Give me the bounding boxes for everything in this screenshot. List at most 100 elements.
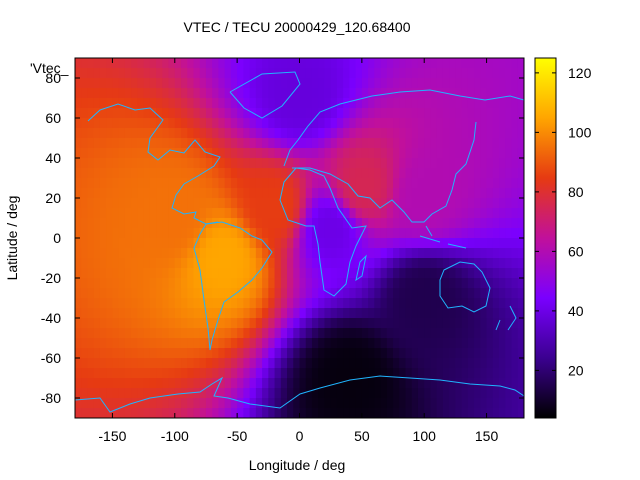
heatmap-cell [162,198,170,209]
heatmap-cell [486,108,494,119]
heatmap-cell [249,78,257,89]
heatmap-cell [343,158,350,169]
heatmap-cell [237,258,244,269]
heatmap-cell [499,108,506,119]
heatmap-cell [106,128,114,139]
heatmap-cell [424,268,432,279]
heatmap-cell [181,108,188,119]
heatmap-cell [181,368,188,379]
heatmap-cell [368,318,375,329]
heatmap-cell [299,148,307,159]
heatmap-cell [87,58,95,69]
heatmap-cell [430,228,438,239]
heatmap-cell [517,128,524,139]
heatmap-cell [492,408,500,418]
heatmap-cell [293,408,301,418]
heatmap-cell [380,178,388,189]
heatmap-cell [393,318,400,329]
heatmap-cell [112,308,120,319]
heatmap-cell [349,318,357,329]
heatmap-cell [124,338,132,349]
heatmap-cell [399,158,407,169]
heatmap-cell [205,208,213,219]
heatmap-cell [224,348,232,359]
heatmap-cell [124,58,132,69]
heatmap-cell [517,338,524,349]
heatmap-cell [311,138,319,149]
heatmap-cell [124,358,132,369]
heatmap-cell [349,268,357,279]
heatmap-cell [480,408,488,418]
heatmap-cell [274,368,282,379]
heatmap-cell [81,388,89,399]
heatmap-cell [436,378,444,389]
heatmap-cell [368,338,375,349]
heatmap-cell [93,338,101,349]
heatmap-cell [386,358,394,369]
heatmap-cell [393,248,400,259]
heatmap-cell [467,348,475,359]
heatmap-cell [268,128,276,139]
heatmap-cell [118,378,126,389]
heatmap-cell [162,108,170,119]
heatmap-cell [81,248,89,259]
heatmap-cell [480,188,488,199]
heatmap-cell [137,108,145,119]
heatmap-cell [430,378,438,389]
heatmap-cell [274,98,282,109]
heatmap-cell [505,68,513,79]
heatmap-cell [124,328,132,339]
heatmap-cell [430,218,438,229]
heatmap-cell [442,108,450,119]
heatmap-cell [268,398,276,409]
heatmap-cell [81,218,89,229]
heatmap-cell [181,68,188,79]
heatmap-cell [212,168,220,179]
heatmap-cell [156,68,163,79]
heatmap-cell [492,368,500,379]
heatmap-cell [156,258,163,269]
heatmap-cell [243,138,251,149]
heatmap-cell [255,408,263,418]
heatmap-cell [467,318,475,329]
heatmap-cell [131,198,138,209]
heatmap-cell [349,68,357,79]
heatmap-cell [87,198,95,209]
heatmap-cell [199,268,207,279]
heatmap-cell [324,218,332,229]
heatmap-cell [93,268,101,279]
heatmap-cell [480,298,488,309]
heatmap-cell [124,238,132,249]
heatmap-cell [505,278,513,289]
heatmap-cell [455,78,463,89]
heatmap-cell [249,258,257,269]
heatmap-cell [361,138,369,149]
heatmap-cell [131,298,138,309]
heatmap-cell [511,328,519,339]
heatmap-cell [243,68,251,79]
heatmap-cell [274,148,282,159]
heatmap-cell [380,268,388,279]
coastline-madagascar [355,254,367,282]
heatmap-cell [268,118,276,129]
heatmap-cell [149,328,157,339]
heatmap-cell [143,368,151,379]
heatmap-cell [461,288,469,299]
heatmap-cell [230,338,238,349]
key-label: 'Vtec_ [30,60,69,76]
heatmap-cell [486,138,494,149]
heatmap-cell [181,128,188,139]
heatmap-cell [318,128,326,139]
heatmap-cell [305,108,313,119]
colorbar-tick-label: 20 [568,362,584,378]
heatmap-cell [393,158,400,169]
heatmap-cell [137,288,145,299]
heatmap-cell [218,238,226,249]
heatmap-cell [168,388,176,399]
heatmap-cell [118,88,126,99]
heatmap-cell [386,308,394,319]
heatmap-cell [499,408,506,418]
heatmap-cell [511,268,519,279]
heatmap-cell [299,168,307,179]
heatmap-cell [293,138,301,149]
